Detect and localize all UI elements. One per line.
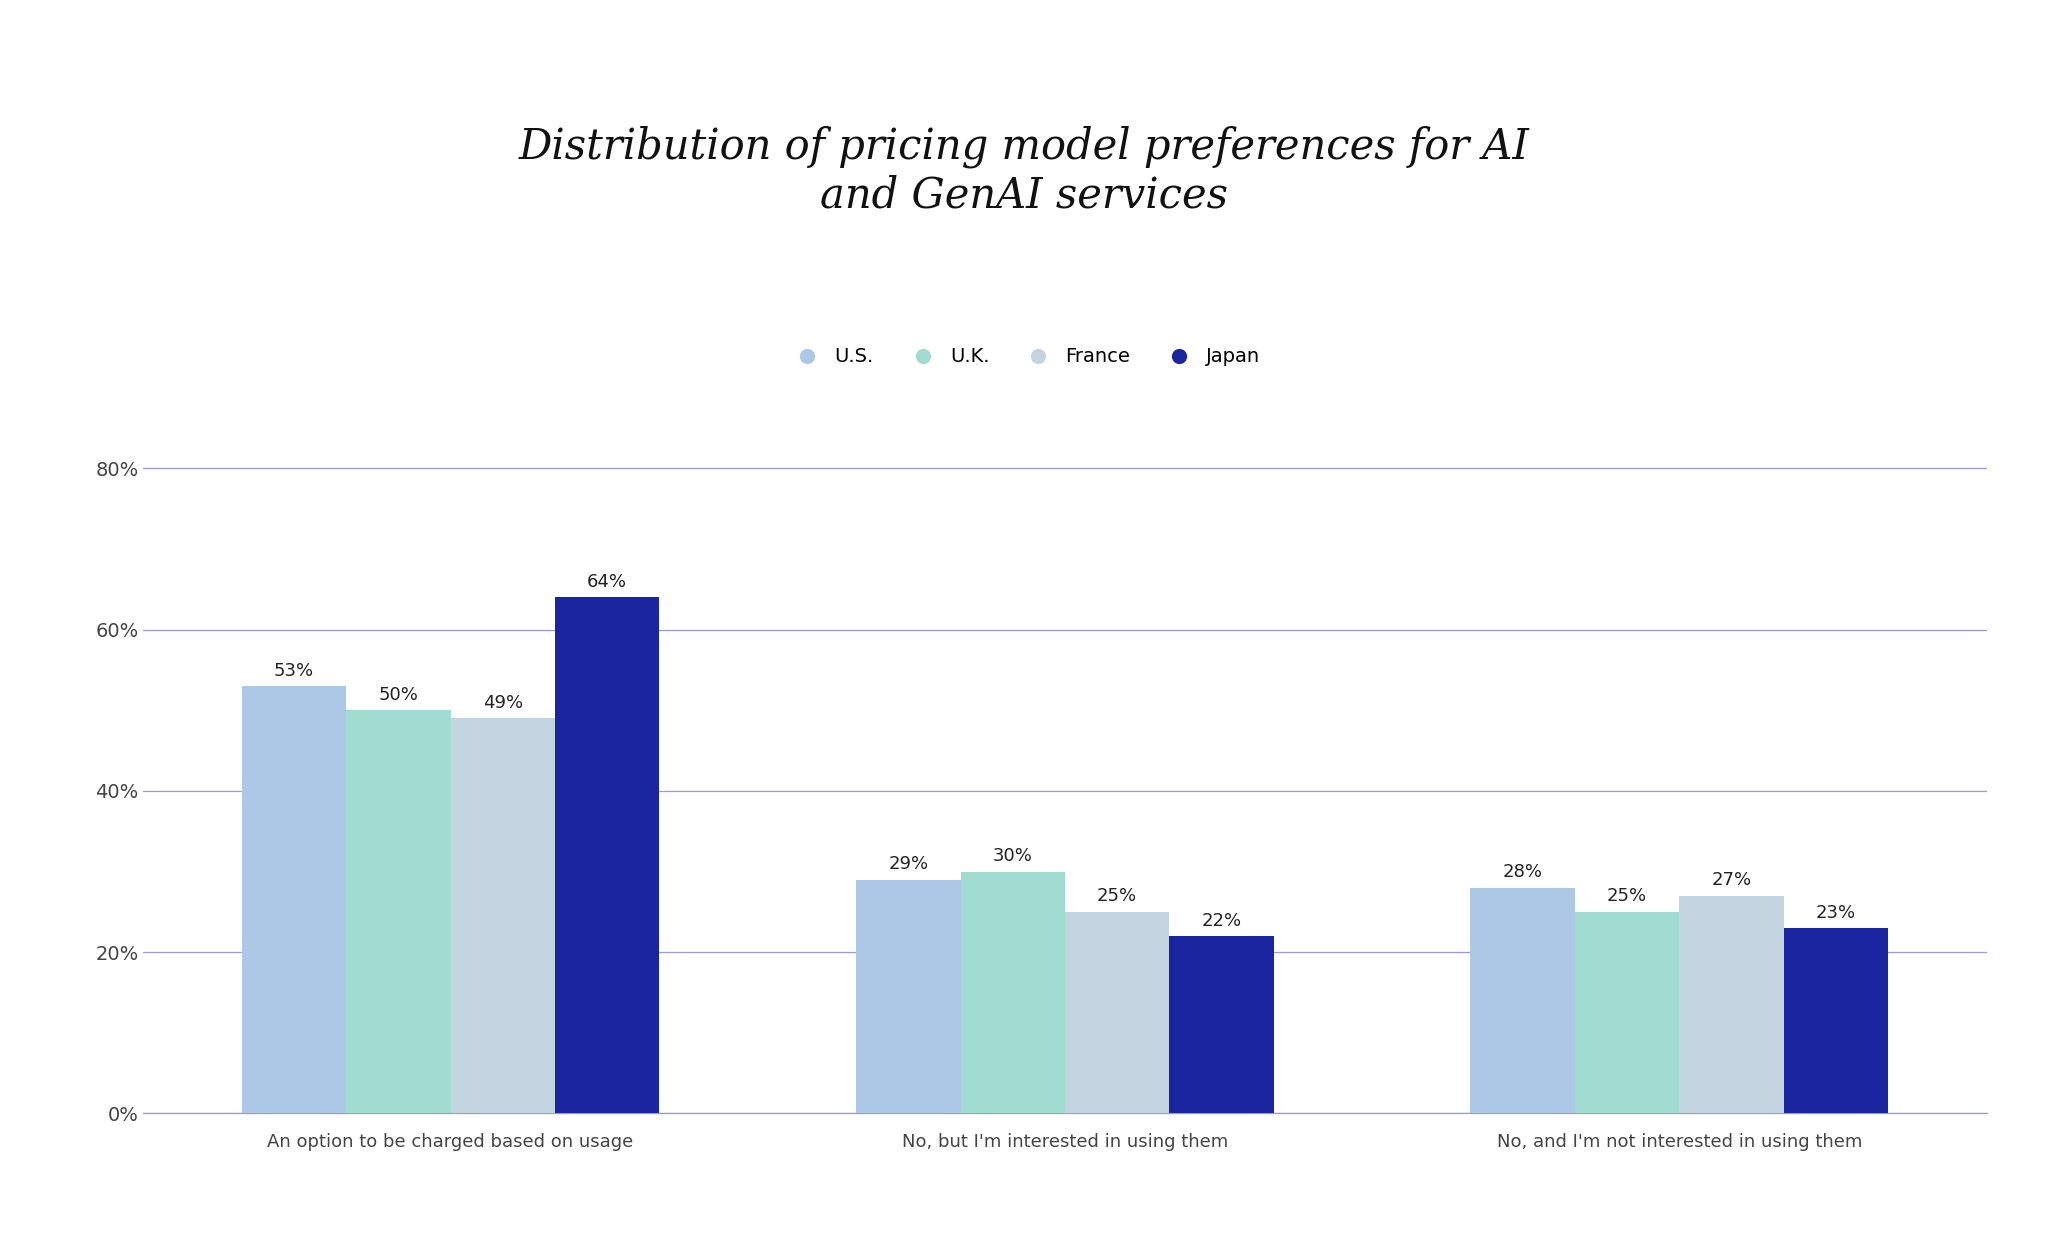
Bar [1784,928,1888,1113]
Bar [1065,912,1169,1113]
Text: 25%: 25% [1608,887,1647,906]
Text: 49%: 49% [483,694,522,712]
Bar [1575,912,1679,1113]
Bar [451,718,555,1113]
Bar [346,711,451,1113]
Bar [1679,896,1784,1113]
Bar [555,598,659,1113]
Bar [1169,936,1274,1113]
Bar [961,872,1065,1113]
Text: 53%: 53% [274,662,313,679]
Legend: U.S., U.K., France, Japan: U.S., U.K., France, Japan [788,348,1260,367]
Text: 30%: 30% [993,847,1032,866]
Text: 22%: 22% [1202,912,1241,929]
Bar [242,686,346,1113]
Bar [1470,888,1575,1113]
Text: 28%: 28% [1503,863,1542,881]
Text: 50%: 50% [379,686,418,704]
Text: 29%: 29% [889,856,928,873]
Text: Distribution of pricing model preferences for AI
and GenAI services: Distribution of pricing model preference… [518,125,1530,216]
Bar [856,879,961,1113]
Text: 25%: 25% [1098,887,1137,906]
Text: 64%: 64% [588,573,627,590]
Text: 23%: 23% [1817,903,1855,922]
Text: 27%: 27% [1712,871,1751,889]
